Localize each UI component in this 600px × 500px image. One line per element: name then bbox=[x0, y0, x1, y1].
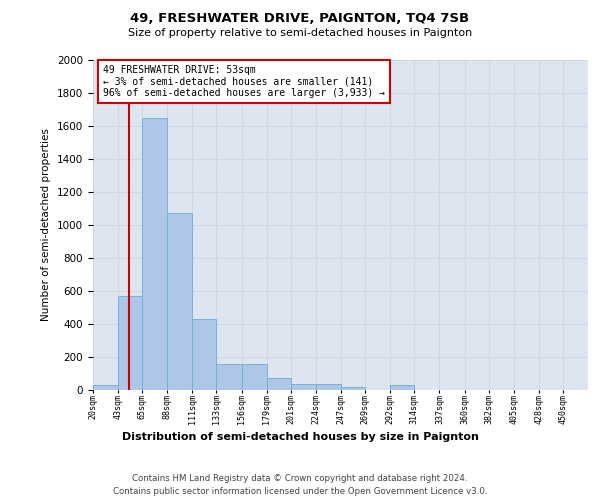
Bar bbox=[93, 385, 118, 390]
Y-axis label: Number of semi-detached properties: Number of semi-detached properties bbox=[41, 128, 52, 322]
Bar bbox=[217, 364, 242, 390]
Text: 49, FRESHWATER DRIVE, PAIGNTON, TQ4 7SB: 49, FRESHWATER DRIVE, PAIGNTON, TQ4 7SB bbox=[130, 12, 470, 25]
Text: Size of property relative to semi-detached houses in Paignton: Size of property relative to semi-detach… bbox=[128, 28, 472, 38]
Text: Contains HM Land Registry data © Crown copyright and database right 2024.: Contains HM Land Registry data © Crown c… bbox=[132, 474, 468, 483]
Bar bbox=[167, 214, 193, 390]
Bar bbox=[316, 384, 341, 390]
Text: 49 FRESHWATER DRIVE: 53sqm
← 3% of semi-detached houses are smaller (141)
96% of: 49 FRESHWATER DRIVE: 53sqm ← 3% of semi-… bbox=[103, 65, 385, 98]
Text: Distribution of semi-detached houses by size in Paignton: Distribution of semi-detached houses by … bbox=[122, 432, 478, 442]
Bar bbox=[267, 378, 291, 390]
Bar bbox=[291, 384, 316, 390]
Bar bbox=[390, 385, 414, 390]
Bar bbox=[341, 386, 365, 390]
Bar bbox=[242, 364, 267, 390]
Bar bbox=[118, 296, 142, 390]
Text: Contains public sector information licensed under the Open Government Licence v3: Contains public sector information licen… bbox=[113, 488, 487, 496]
Bar bbox=[193, 319, 217, 390]
Bar bbox=[142, 118, 167, 390]
